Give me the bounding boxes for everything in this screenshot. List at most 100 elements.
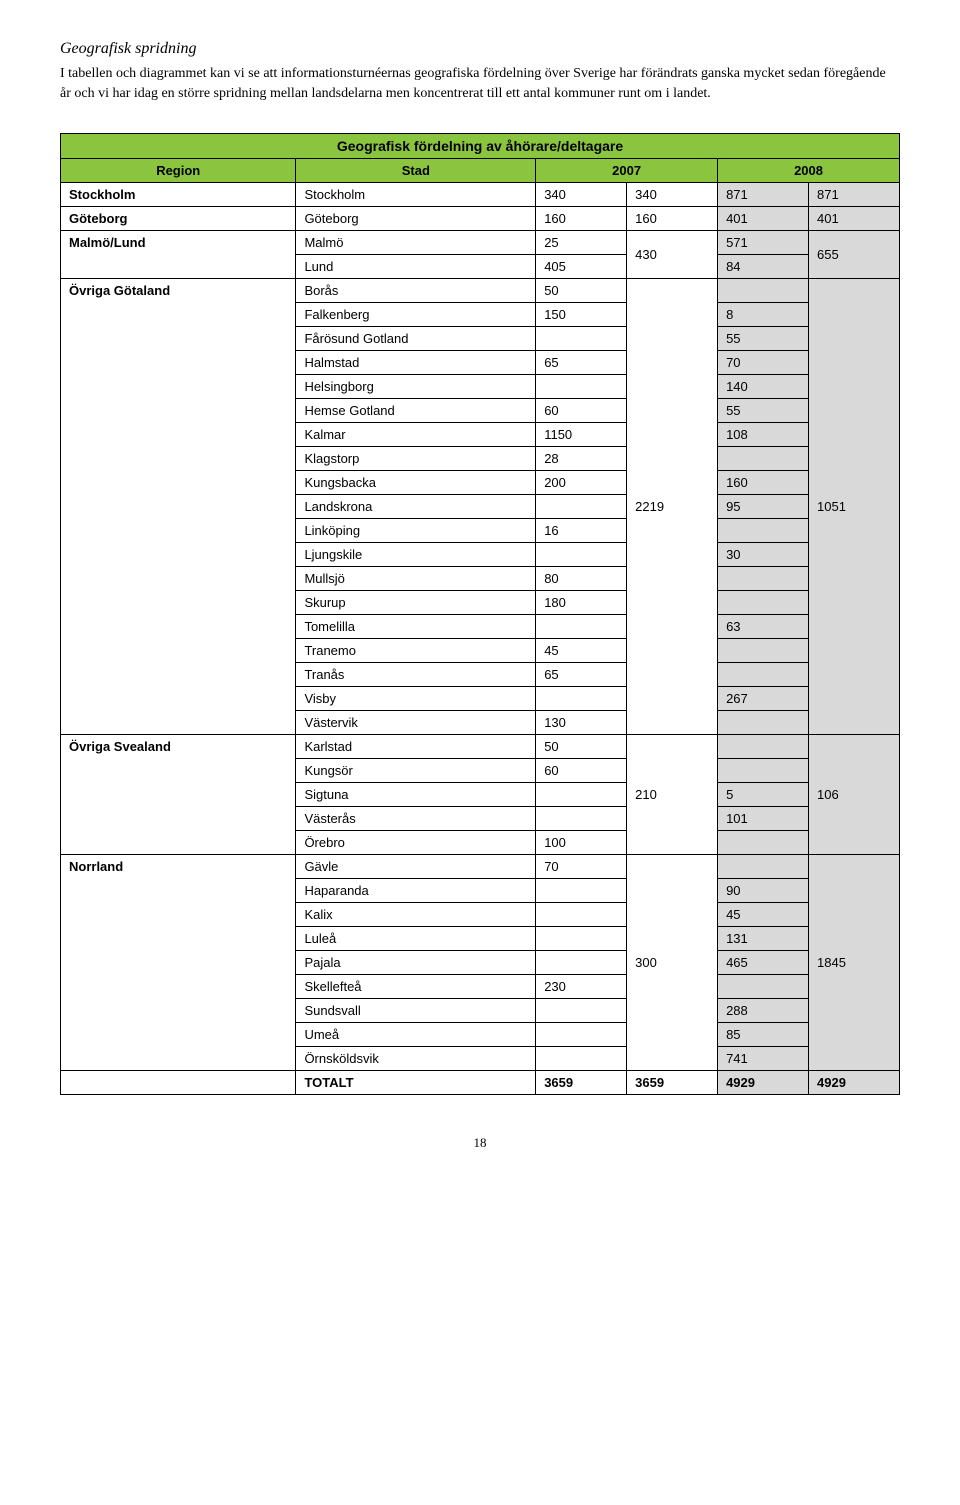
val-2008: 160: [718, 471, 809, 495]
total-empty: [61, 1071, 296, 1095]
val-2007: 405: [536, 255, 627, 279]
city-cell: Tomelilla: [296, 615, 536, 639]
total-label: TOTALT: [296, 1071, 536, 1095]
total-sum08: 4929: [809, 1071, 900, 1095]
sum-2008: 871: [809, 183, 900, 207]
val-2008: [718, 735, 809, 759]
city-cell: Skellefteå: [296, 975, 536, 999]
city-cell: Borås: [296, 279, 536, 303]
city-cell: Kungsbacka: [296, 471, 536, 495]
val-2008: 84: [718, 255, 809, 279]
table-row: Malmö/Lund Malmö 25 430 571 655: [61, 231, 900, 255]
val-2008: 45: [718, 903, 809, 927]
val-2007: [536, 495, 627, 519]
city-cell: Falkenberg: [296, 303, 536, 327]
geo-table: Geografisk fördelning av åhörare/deltaga…: [60, 133, 900, 1095]
col-2008: 2008: [718, 159, 900, 183]
city-cell: Gävle: [296, 855, 536, 879]
val-2008: 871: [718, 183, 809, 207]
val-2008: [718, 831, 809, 855]
val-2007: [536, 807, 627, 831]
city-cell: Kungsör: [296, 759, 536, 783]
val-2007: [536, 375, 627, 399]
city-cell: Fårösund Gotland: [296, 327, 536, 351]
table-row: Stockholm Stockholm 340 340 871 871: [61, 183, 900, 207]
val-2007: 16: [536, 519, 627, 543]
val-2007: 80: [536, 567, 627, 591]
col-2007: 2007: [536, 159, 718, 183]
region-label: Göteborg: [61, 207, 296, 231]
table-row: Norrland Gävle 70 300 1845: [61, 855, 900, 879]
val-2008: 131: [718, 927, 809, 951]
city-cell: Örebro: [296, 831, 536, 855]
city-cell: Linköping: [296, 519, 536, 543]
val-2008: 101: [718, 807, 809, 831]
city-cell: Pajala: [296, 951, 536, 975]
val-2007: 70: [536, 855, 627, 879]
val-2008: [718, 279, 809, 303]
val-2007: 340: [536, 183, 627, 207]
city-cell: Hemse Gotland: [296, 399, 536, 423]
table-title: Geografisk fördelning av åhörare/deltaga…: [61, 134, 900, 159]
city-cell: Luleå: [296, 927, 536, 951]
sum-2007: 300: [627, 855, 718, 1071]
val-2007: 50: [536, 279, 627, 303]
sum-2007: 2219: [627, 279, 718, 735]
val-2008: 55: [718, 327, 809, 351]
total-row: TOTALT 3659 3659 4929 4929: [61, 1071, 900, 1095]
total-v2: 4929: [718, 1071, 809, 1095]
sum-2008: 655: [809, 231, 900, 279]
val-2008: 85: [718, 1023, 809, 1047]
val-2007: [536, 903, 627, 927]
val-2008: 95: [718, 495, 809, 519]
city-cell: Kalmar: [296, 423, 536, 447]
city-cell: Umeå: [296, 1023, 536, 1047]
val-2007: [536, 327, 627, 351]
val-2008: 5: [718, 783, 809, 807]
city-cell: Klagstorp: [296, 447, 536, 471]
city-cell: Haparanda: [296, 879, 536, 903]
val-2007: [536, 999, 627, 1023]
city-cell: Västervik: [296, 711, 536, 735]
table-row: Övriga Svealand Karlstad 50 210 106: [61, 735, 900, 759]
val-2007: 65: [536, 663, 627, 687]
val-2008: [718, 663, 809, 687]
city-cell: Landskrona: [296, 495, 536, 519]
val-2008: 90: [718, 879, 809, 903]
sum-2007: 210: [627, 735, 718, 855]
val-2007: [536, 1023, 627, 1047]
val-2007: 65: [536, 351, 627, 375]
city-cell: Västerås: [296, 807, 536, 831]
val-2008: [718, 591, 809, 615]
val-2008: [718, 975, 809, 999]
total-v1: 3659: [536, 1071, 627, 1095]
val-2008: 8: [718, 303, 809, 327]
region-label: Övriga Svealand: [61, 735, 296, 855]
val-2007: [536, 615, 627, 639]
val-2008: 70: [718, 351, 809, 375]
intro-paragraph: I tabellen och diagrammet kan vi se att …: [60, 64, 900, 103]
val-2008: 401: [718, 207, 809, 231]
city-cell: Malmö: [296, 231, 536, 255]
city-cell: Sundsvall: [296, 999, 536, 1023]
total-sum07: 3659: [627, 1071, 718, 1095]
region-label: Norrland: [61, 855, 296, 1071]
page-number: 18: [60, 1135, 900, 1151]
sum-2008: 106: [809, 735, 900, 855]
val-2007: [536, 543, 627, 567]
val-2007: 60: [536, 399, 627, 423]
sum-2007: 430: [627, 231, 718, 279]
region-label: Övriga Götaland: [61, 279, 296, 735]
val-2008: [718, 855, 809, 879]
val-2008: [718, 447, 809, 471]
table-row: Göteborg Göteborg 160 160 401 401: [61, 207, 900, 231]
sum-2007: 340: [627, 183, 718, 207]
val-2007: 150: [536, 303, 627, 327]
val-2007: 230: [536, 975, 627, 999]
col-region: Region: [61, 159, 296, 183]
val-2008: [718, 519, 809, 543]
val-2008: 108: [718, 423, 809, 447]
val-2008: 63: [718, 615, 809, 639]
val-2007: [536, 927, 627, 951]
sum-2008: 1051: [809, 279, 900, 735]
